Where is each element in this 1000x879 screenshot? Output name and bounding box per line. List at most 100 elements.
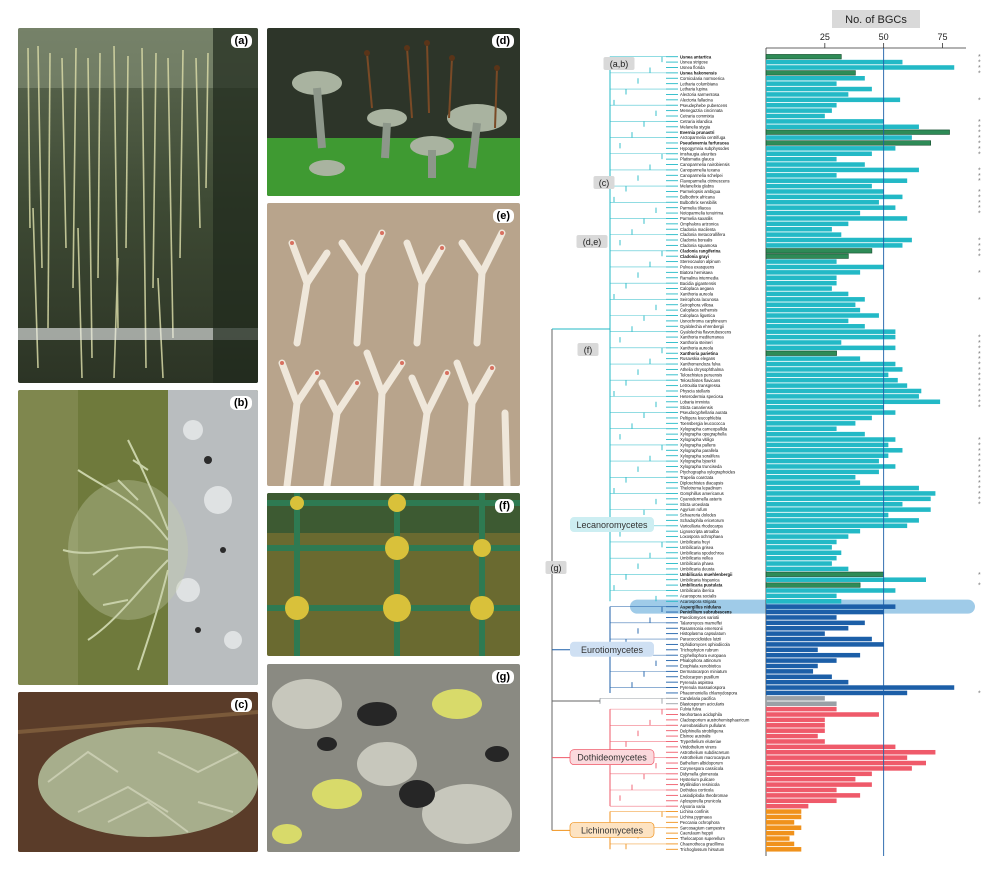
panel-label-d: (d) (491, 34, 514, 48)
bgc-bar (766, 124, 919, 130)
taxon-label: Bathelium albidoporum (680, 761, 723, 766)
bgc-bar (766, 146, 896, 151)
bgc-bar (766, 658, 837, 663)
significance-asterisk: * (978, 448, 981, 455)
significance-asterisk: * (978, 200, 981, 207)
significance-asterisk: * (978, 54, 981, 61)
bgc-bar (766, 733, 818, 739)
taxon-label: Alyxoria varia (680, 804, 706, 809)
taxon-label: Xanthoria parietina (680, 351, 719, 356)
taxon-label: Umbilicaria muehlenbergii (680, 572, 732, 577)
significance-asterisk: * (978, 383, 981, 390)
taxon-label: Schadophila ericetorum (680, 518, 725, 523)
bgc-bar (766, 599, 842, 604)
taxon-label: Penicillium subrubescens (680, 610, 732, 615)
significance-asterisk: * (978, 362, 981, 369)
taxon-label: Caloplaca sethensis (680, 308, 717, 313)
significance-asterisk: * (978, 572, 981, 579)
bgc-bar (766, 162, 865, 167)
taxon-label: Aureobasidium pullulans (680, 723, 726, 728)
bgc-bar (765, 253, 849, 259)
taxon-label: Lichina pygmaea (680, 815, 712, 820)
significance-asterisk: * (978, 243, 981, 250)
significance-asterisk: * (978, 178, 981, 185)
bgc-bar (766, 771, 872, 777)
bgc-bar (766, 814, 802, 820)
bgc-bar (766, 787, 837, 793)
taxon-label: Trichophyton rubrum (680, 647, 719, 652)
taxon-label: Umbilicaria freyi (680, 540, 710, 545)
bgc-bar (766, 501, 903, 507)
taxon-label: Seirophora lacunosa (680, 297, 719, 302)
taxon-label: Endocarpon pusillum (680, 674, 720, 679)
bgc-bar (766, 636, 872, 642)
bgc-axis-title-box (832, 10, 920, 28)
taxon-label: Phialophora attinorum (680, 658, 721, 663)
significance-asterisk: * (978, 146, 981, 153)
taxon-label: Elsinoe australis (680, 734, 711, 739)
bgc-bar (766, 302, 856, 307)
bgc-bar (766, 809, 802, 814)
significance-asterisk: * (978, 211, 981, 218)
taxon-label: Xanthomendoza fulva (680, 362, 721, 367)
significance-asterisk: * (978, 97, 981, 104)
bgc-bar (766, 485, 919, 491)
bgc-bar (766, 178, 908, 183)
taxon-label: Blastosporum acicularis (680, 701, 724, 706)
bgc-bar (766, 367, 903, 372)
significance-asterisk: * (978, 464, 981, 471)
bgc-bar (766, 345, 896, 351)
taxon-label: Cladosporium austrohemisphaericum (680, 717, 750, 722)
taxon-label: Trapelia coarctata (680, 475, 714, 480)
bgc-bar (766, 388, 922, 394)
bgc-bar (766, 631, 825, 636)
class-label-box (569, 749, 655, 765)
significance-asterisk: * (978, 124, 981, 131)
bgc-bar (766, 372, 889, 378)
taxon-label: Paracoccidioides lutzii (680, 637, 721, 642)
significance-asterisk: * (978, 189, 981, 196)
taxon-label: Cornicularia normoerica (680, 76, 725, 81)
taxon-label: Trypethelium eluteriae (680, 739, 722, 744)
bgc-bar (766, 782, 872, 787)
taxon-label: Thelocarpon superellum (680, 836, 725, 841)
node-label-box (577, 343, 599, 356)
taxon-label: Xylographa bjoerkii (680, 459, 716, 464)
significance-asterisk: * (978, 248, 981, 255)
taxon-label: Lichina confinis (680, 809, 709, 814)
taxon-label: Xanthoria aureola (680, 292, 714, 297)
panel-label-b: (b) (229, 396, 252, 410)
bgc-bar (766, 793, 861, 798)
bgc-bar (766, 523, 908, 529)
taxon-label: Schaereria dolodes (680, 513, 716, 518)
node-label-box (603, 57, 635, 70)
taxon-label: Notoparmelia tenuirima (680, 211, 724, 216)
taxon-label: Pseudephebe pubescens (680, 103, 727, 108)
bgc-bar (766, 356, 861, 361)
bgc-bar (765, 140, 932, 146)
significance-asterisk: * (978, 254, 981, 261)
taxon-label: Trichoglossum hirsutum (680, 847, 725, 852)
bgc-bar (766, 701, 837, 706)
significance-asterisk: * (978, 205, 981, 212)
taxon-label: Didymella glomerata (680, 771, 719, 776)
bgc-bar (766, 399, 941, 405)
significance-asterisk: * (978, 356, 981, 363)
significance-asterisk: * (978, 151, 981, 158)
taxon-label: Ptychographa xylographoides (680, 469, 735, 474)
taxon-label: Umbilicaria iberica (680, 588, 715, 593)
taxon-label: Biatora hemisaea (680, 270, 713, 275)
taxon-label: Mytilinidion resinicola (680, 782, 720, 787)
significance-asterisk: * (978, 173, 981, 180)
bgc-bar (766, 291, 849, 297)
bgc-bar (766, 496, 931, 502)
taxon-label: Umbilicaria spodochroa (680, 550, 724, 555)
bgc-bar (766, 243, 903, 248)
bgc-bar (766, 313, 879, 318)
taxon-label: Letrouitia transgressa (680, 383, 721, 388)
bgc-bar (766, 453, 889, 458)
significance-asterisk: * (978, 60, 981, 67)
bgc-bar (766, 507, 931, 512)
bgc-bar (766, 426, 837, 432)
taxon-label: Diploschistes diacapsis (680, 480, 723, 485)
